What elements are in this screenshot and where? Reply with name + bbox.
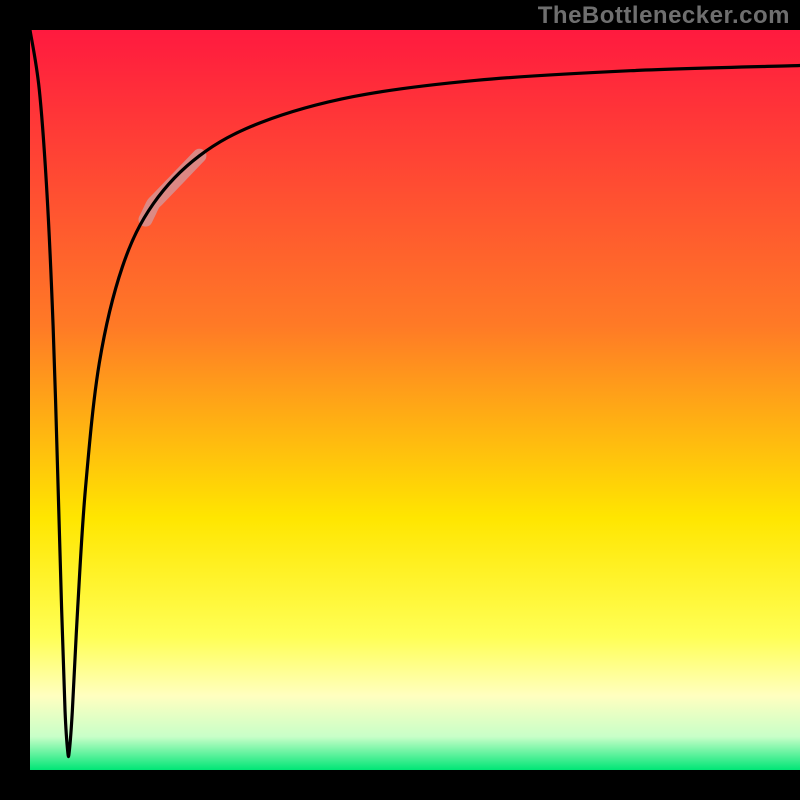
chart-container: TheBottlenecker.com bbox=[0, 0, 800, 800]
watermark-text: TheBottlenecker.com bbox=[538, 2, 790, 30]
bottleneck-chart bbox=[0, 0, 800, 800]
plot-background bbox=[30, 30, 800, 770]
